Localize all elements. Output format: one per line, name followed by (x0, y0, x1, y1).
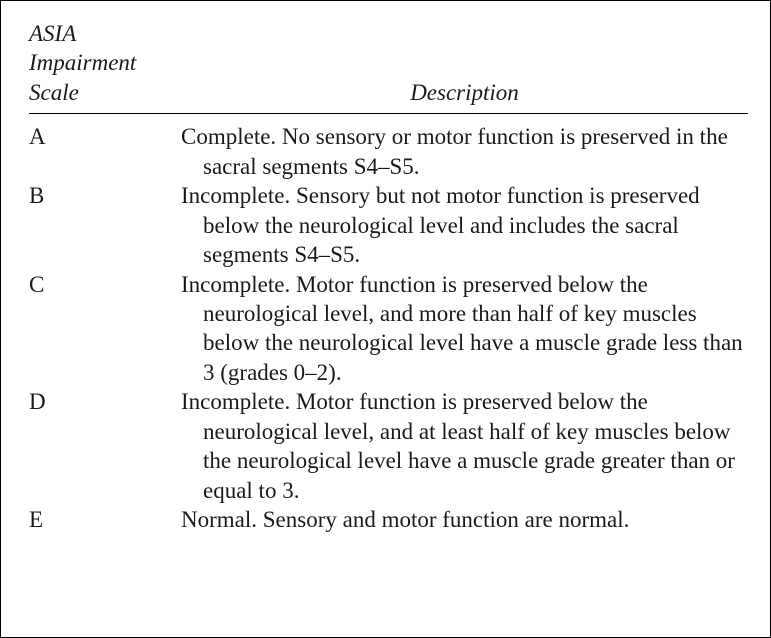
description-text: Complete. No sensory or motor function i… (181, 122, 748, 181)
description-cell: Incomplete. Motor function is preserved … (181, 270, 748, 388)
header-scale-line1: ASIA (29, 19, 181, 48)
grade-cell: B (29, 181, 181, 269)
header-scale-line3: Scale (29, 78, 181, 107)
grade-cell: A (29, 114, 181, 181)
table-header-row: ASIA Impairment Scale Description (29, 19, 748, 114)
description-cell: Incomplete. Sensory but not motor functi… (181, 181, 748, 269)
description-cell: Complete. No sensory or motor function i… (181, 114, 748, 181)
header-scale: ASIA Impairment Scale (29, 19, 181, 114)
description-text: Incomplete. Sensory but not motor functi… (181, 181, 748, 269)
description-text: Incomplete. Motor function is preserved … (181, 270, 748, 388)
table-row: A Complete. No sensory or motor function… (29, 114, 748, 181)
description-text: Normal. Sensory and motor function are n… (181, 505, 748, 534)
description-cell: Normal. Sensory and motor function are n… (181, 505, 748, 534)
table-row: C Incomplete. Motor function is preserve… (29, 270, 748, 388)
header-description: Description (181, 19, 748, 114)
description-text: Incomplete. Motor function is preserved … (181, 387, 748, 505)
table-row: E Normal. Sensory and motor function are… (29, 505, 748, 534)
document-page: ASIA Impairment Scale Description A Comp… (0, 0, 771, 638)
table-row: B Incomplete. Sensory but not motor func… (29, 181, 748, 269)
grade-cell: D (29, 387, 181, 505)
grade-cell: E (29, 505, 181, 534)
grade-cell: C (29, 270, 181, 388)
asia-impairment-table: ASIA Impairment Scale Description A Comp… (29, 19, 748, 534)
table-row: D Incomplete. Motor function is preserve… (29, 387, 748, 505)
header-scale-line2: Impairment (29, 48, 181, 77)
description-cell: Incomplete. Motor function is preserved … (181, 387, 748, 505)
